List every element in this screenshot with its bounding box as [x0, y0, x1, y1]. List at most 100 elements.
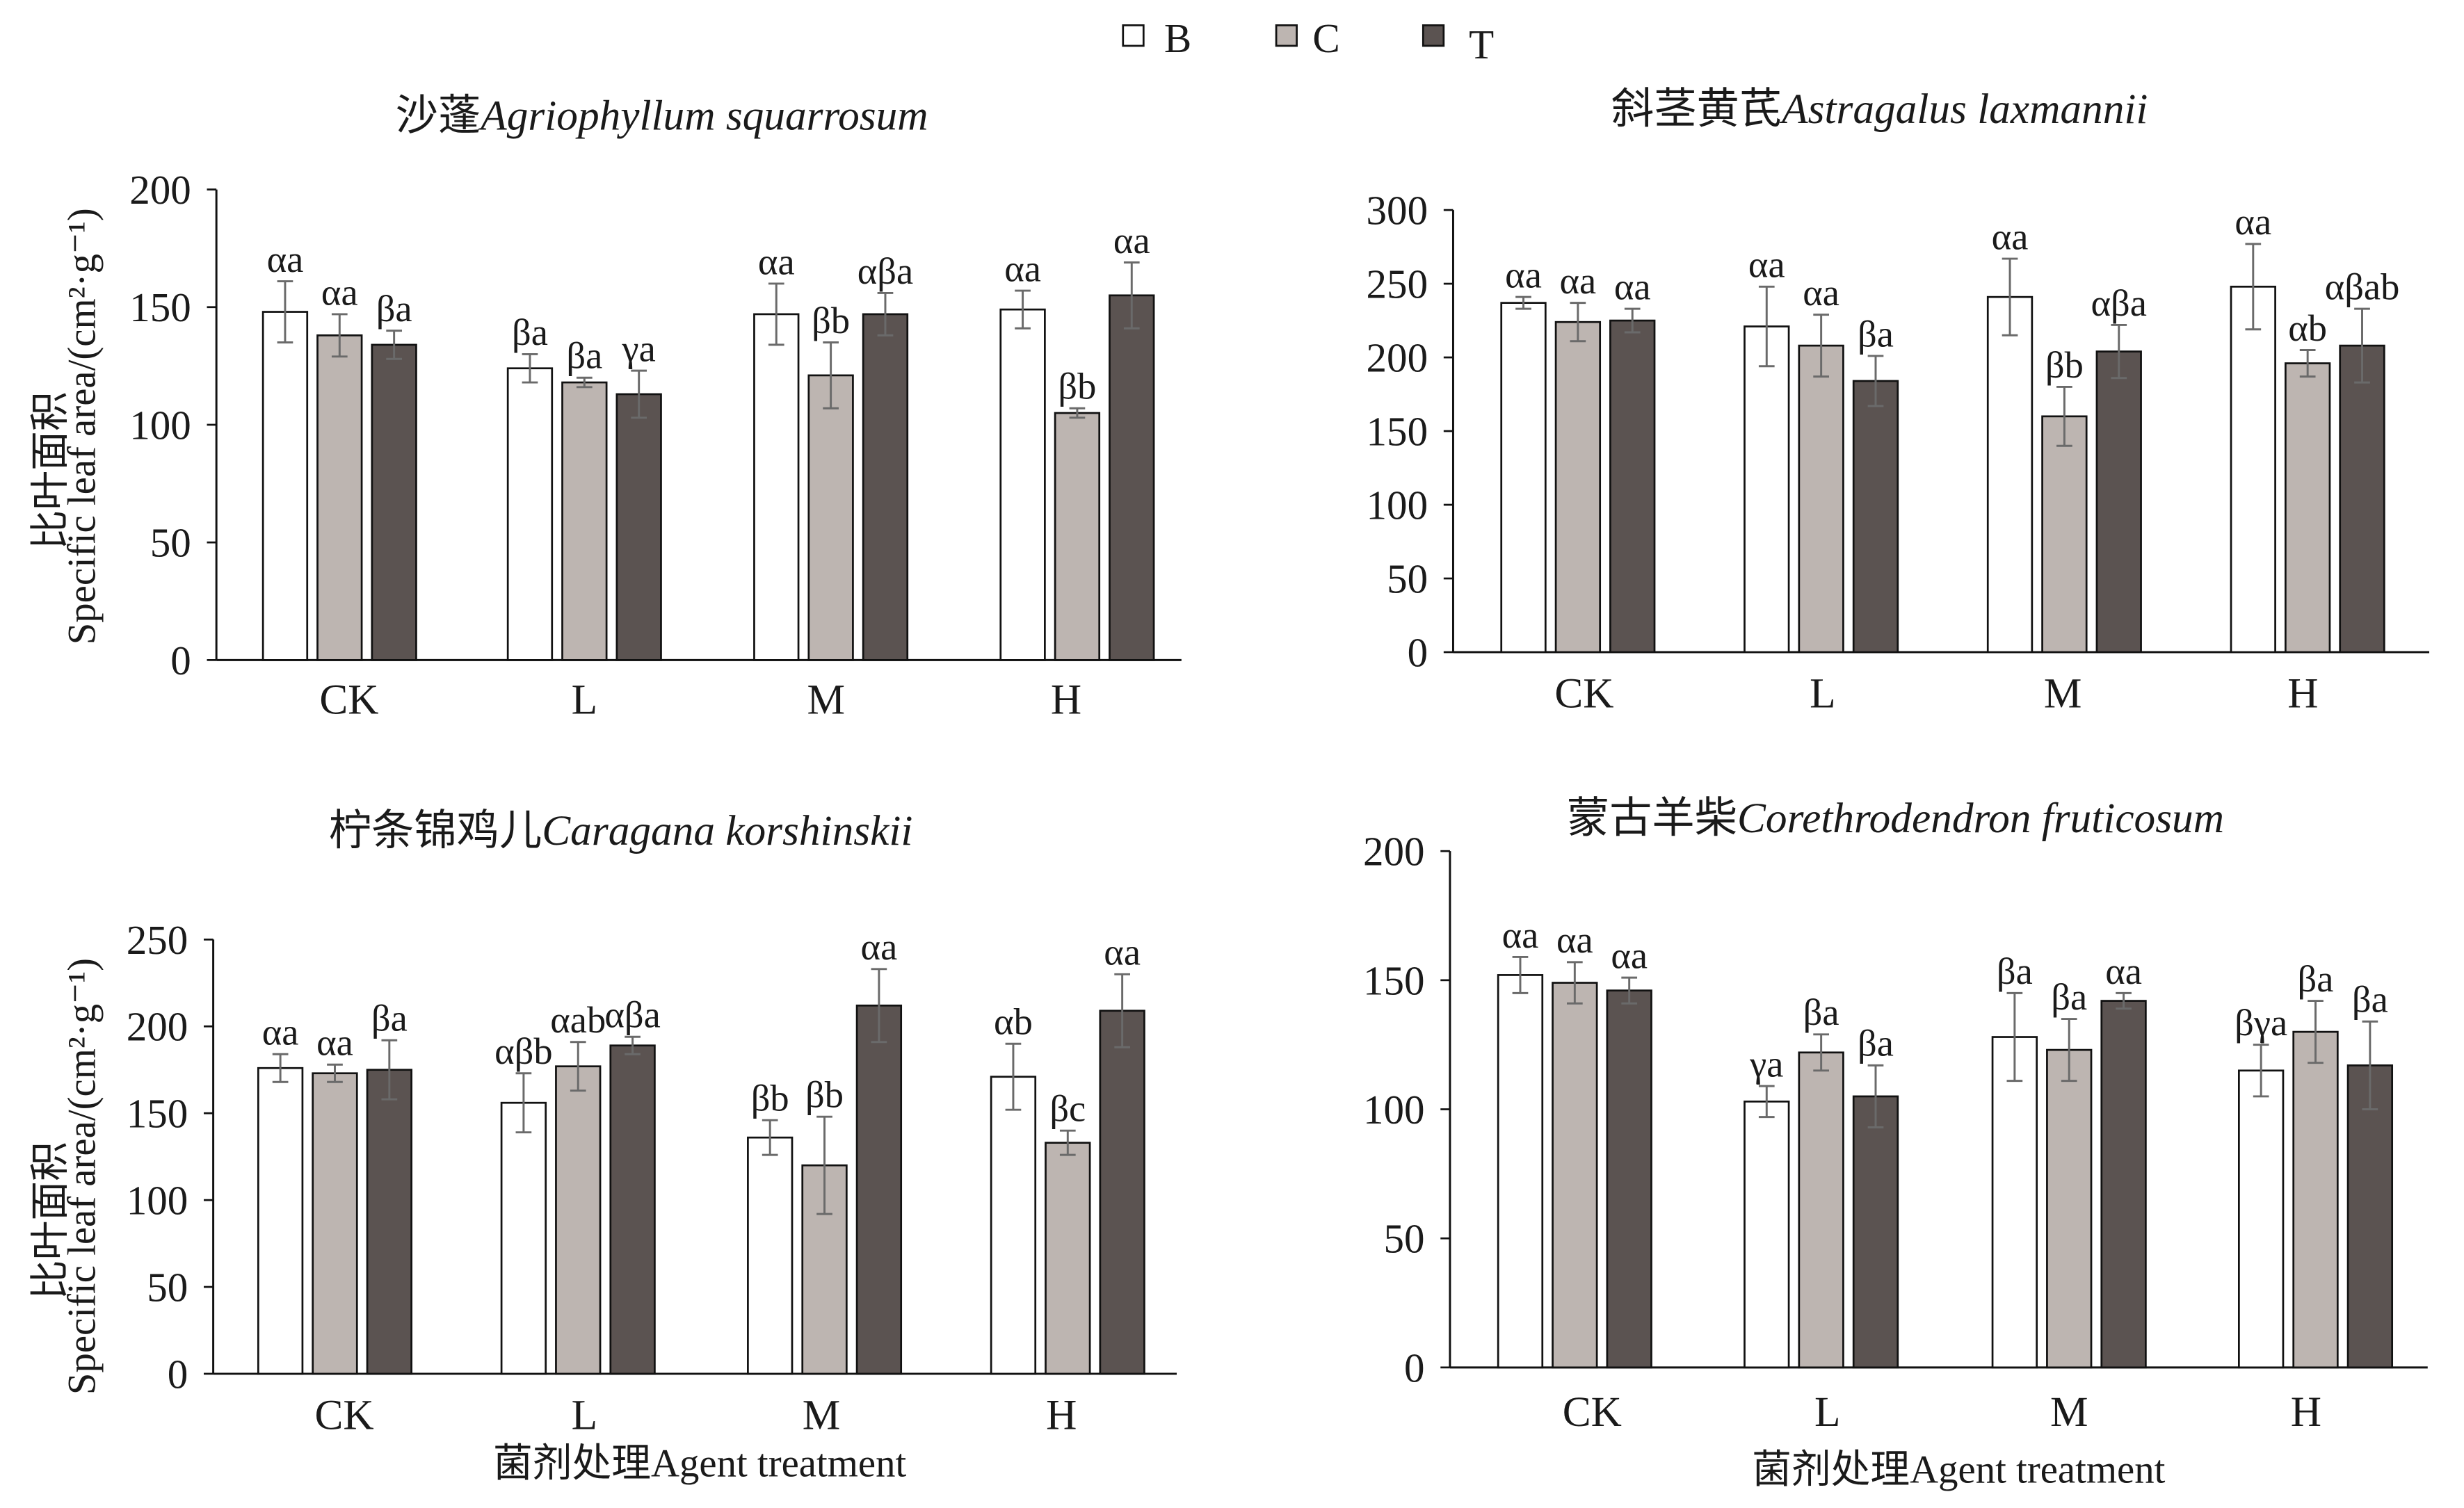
significance-label-t-l: βa	[1858, 312, 1894, 355]
y-tick-label: 0	[170, 638, 191, 683]
x-category-label: M	[803, 1391, 841, 1438]
significance-label-b-ck: αa	[267, 238, 304, 280]
y-tick-label: 100	[1363, 1087, 1425, 1133]
significance-label-c-m: βb	[812, 299, 850, 341]
significance-label-t-l: γa	[622, 327, 656, 370]
significance-label-t-ck: αa	[1611, 934, 1648, 977]
significance-label-c-m: βb	[805, 1073, 844, 1116]
x-category-label: L	[572, 676, 597, 724]
significance-label-c-m: βa	[2051, 975, 2087, 1018]
bar-t-m	[855, 1004, 903, 1375]
y-axis-label-english: Specific leaf area/(cm²·g⁻¹)	[60, 958, 104, 1395]
x-category-label: L	[572, 1391, 597, 1438]
bar-b-ck	[261, 311, 309, 661]
chart-title: 斜茎黄芪Astragalus laxmannii	[1611, 86, 2148, 133]
significance-label-c-h: βc	[1049, 1087, 1086, 1130]
bar-t-ck	[1609, 319, 1656, 654]
significance-label-b-h: αa	[2234, 200, 2271, 243]
bar-t-l	[1852, 380, 1899, 654]
bar-b-l	[506, 367, 554, 661]
significance-label-b-l: βa	[512, 311, 548, 353]
bar-c-l	[1798, 344, 1844, 654]
bar-t-h	[1099, 1010, 1145, 1375]
x-category-label: H	[2291, 1388, 2321, 1436]
chart-title-latin: Corethrodendron fruticosum	[1737, 795, 2224, 842]
legend-label-c: C	[1312, 15, 1339, 61]
x-category-label: M	[2044, 670, 2082, 717]
significance-label-c-ck: αa	[1556, 918, 1593, 961]
x-category-label: H	[1051, 676, 1081, 724]
significance-label-c-l: βa	[1803, 991, 1839, 1033]
significance-label-c-ck: αa	[316, 1021, 353, 1064]
bar-b-m	[747, 1136, 794, 1375]
bar-b-ck	[1497, 974, 1544, 1369]
bar-t-m	[2100, 1000, 2147, 1369]
bar-t-m	[2095, 350, 2142, 654]
significance-label-b-m: βa	[1997, 950, 2033, 992]
significance-label-b-m: αa	[758, 240, 795, 282]
y-tick-label: 100	[129, 402, 191, 448]
x-category-label: L	[1814, 1388, 1840, 1436]
y-tick-label: 200	[127, 1004, 188, 1050]
chart-title: 沙蓬Agriophyllum squarrosum	[396, 92, 928, 139]
bar-t-ck	[1606, 989, 1652, 1369]
x-category-label: M	[2050, 1388, 2088, 1436]
bar-t-ck	[366, 1069, 412, 1375]
bar-c-m	[2046, 1048, 2093, 1369]
chart-title-chinese: 斜茎黄芪	[1611, 86, 1782, 133]
significance-label-t-l: αβa	[604, 994, 660, 1036]
bar-b-l	[1744, 1101, 1790, 1369]
significance-label-b-ck: αa	[262, 1011, 299, 1053]
bar-c-l	[561, 381, 608, 661]
significance-label-c-l: βa	[566, 334, 602, 377]
bar-b-h	[2230, 285, 2276, 654]
bar-b-m	[1991, 1036, 2038, 1369]
significance-label-b-m: αa	[1992, 215, 2029, 257]
x-category-label: CK	[1554, 670, 1613, 717]
y-tick-label: 0	[1404, 1345, 1425, 1391]
legend-swatch-c	[1275, 24, 1298, 47]
x-category-label: M	[807, 676, 846, 724]
significance-label-b-h: αb	[994, 1000, 1033, 1043]
significance-label-c-h: βa	[2298, 957, 2334, 1000]
chart-title-latin: Astragalus laxmannii	[1779, 86, 2148, 133]
y-axis-label-chinese: 比叶面积	[29, 391, 72, 549]
bar-b-h	[2237, 1069, 2285, 1369]
y-tick-label: 50	[150, 520, 191, 566]
y-tick-label: 150	[127, 1091, 188, 1137]
y-tick-label: 150	[129, 284, 191, 330]
y-tick-label: 0	[1408, 629, 1428, 675]
significance-label-t-m: αβa	[2091, 282, 2147, 324]
bar-t-ck	[371, 343, 417, 661]
legend-label-t: T	[1469, 22, 1494, 67]
significance-label-b-l: αa	[1748, 243, 1785, 286]
x-category-label: H	[2287, 670, 2318, 717]
chart-title-chinese: 柠条锦鸡儿	[329, 807, 542, 854]
chart-panel-2: 斜茎黄芪Astragalus laxmannii 0 50 100 150 200 250 3…	[1367, 86, 2430, 717]
bar-t-m	[862, 313, 909, 661]
significance-label-t-ck: αa	[1614, 265, 1651, 307]
bar-c-h	[2284, 362, 2331, 654]
y-tick-label: 0	[168, 1351, 188, 1397]
bar-t-h	[2339, 344, 2385, 654]
y-tick-label: 50	[147, 1264, 188, 1310]
chart-title-latin: Caragana korshinskii	[542, 807, 912, 854]
y-tick-label: 300	[1367, 188, 1428, 234]
bar-c-ck	[1554, 321, 1602, 654]
significance-label-b-l: αβb	[494, 1030, 553, 1072]
bar-c-h	[1045, 1142, 1091, 1375]
y-tick-label: 50	[1384, 1216, 1425, 1262]
bar-b-ck	[257, 1067, 304, 1375]
significance-label-t-ck: βa	[376, 287, 412, 330]
legend-label-b: B	[1164, 15, 1191, 61]
chart-title: 蒙古羊柴Corethrodendron fruticosum	[1567, 795, 2224, 842]
bar-t-l	[1852, 1095, 1899, 1369]
bar-b-l	[1744, 325, 1790, 654]
chart-title-latin: Agriophyllum squarrosum	[478, 92, 928, 139]
bar-c-l	[1798, 1051, 1844, 1369]
x-category-label: CK	[315, 1391, 374, 1438]
bar-t-h	[1109, 294, 1155, 661]
bar-c-ck	[316, 334, 363, 661]
chart-panel-4: 蒙古羊柴Corethrodendron fruticosum 0 50 100 150 2…	[1363, 795, 2428, 1492]
bar-t-l	[615, 393, 662, 661]
